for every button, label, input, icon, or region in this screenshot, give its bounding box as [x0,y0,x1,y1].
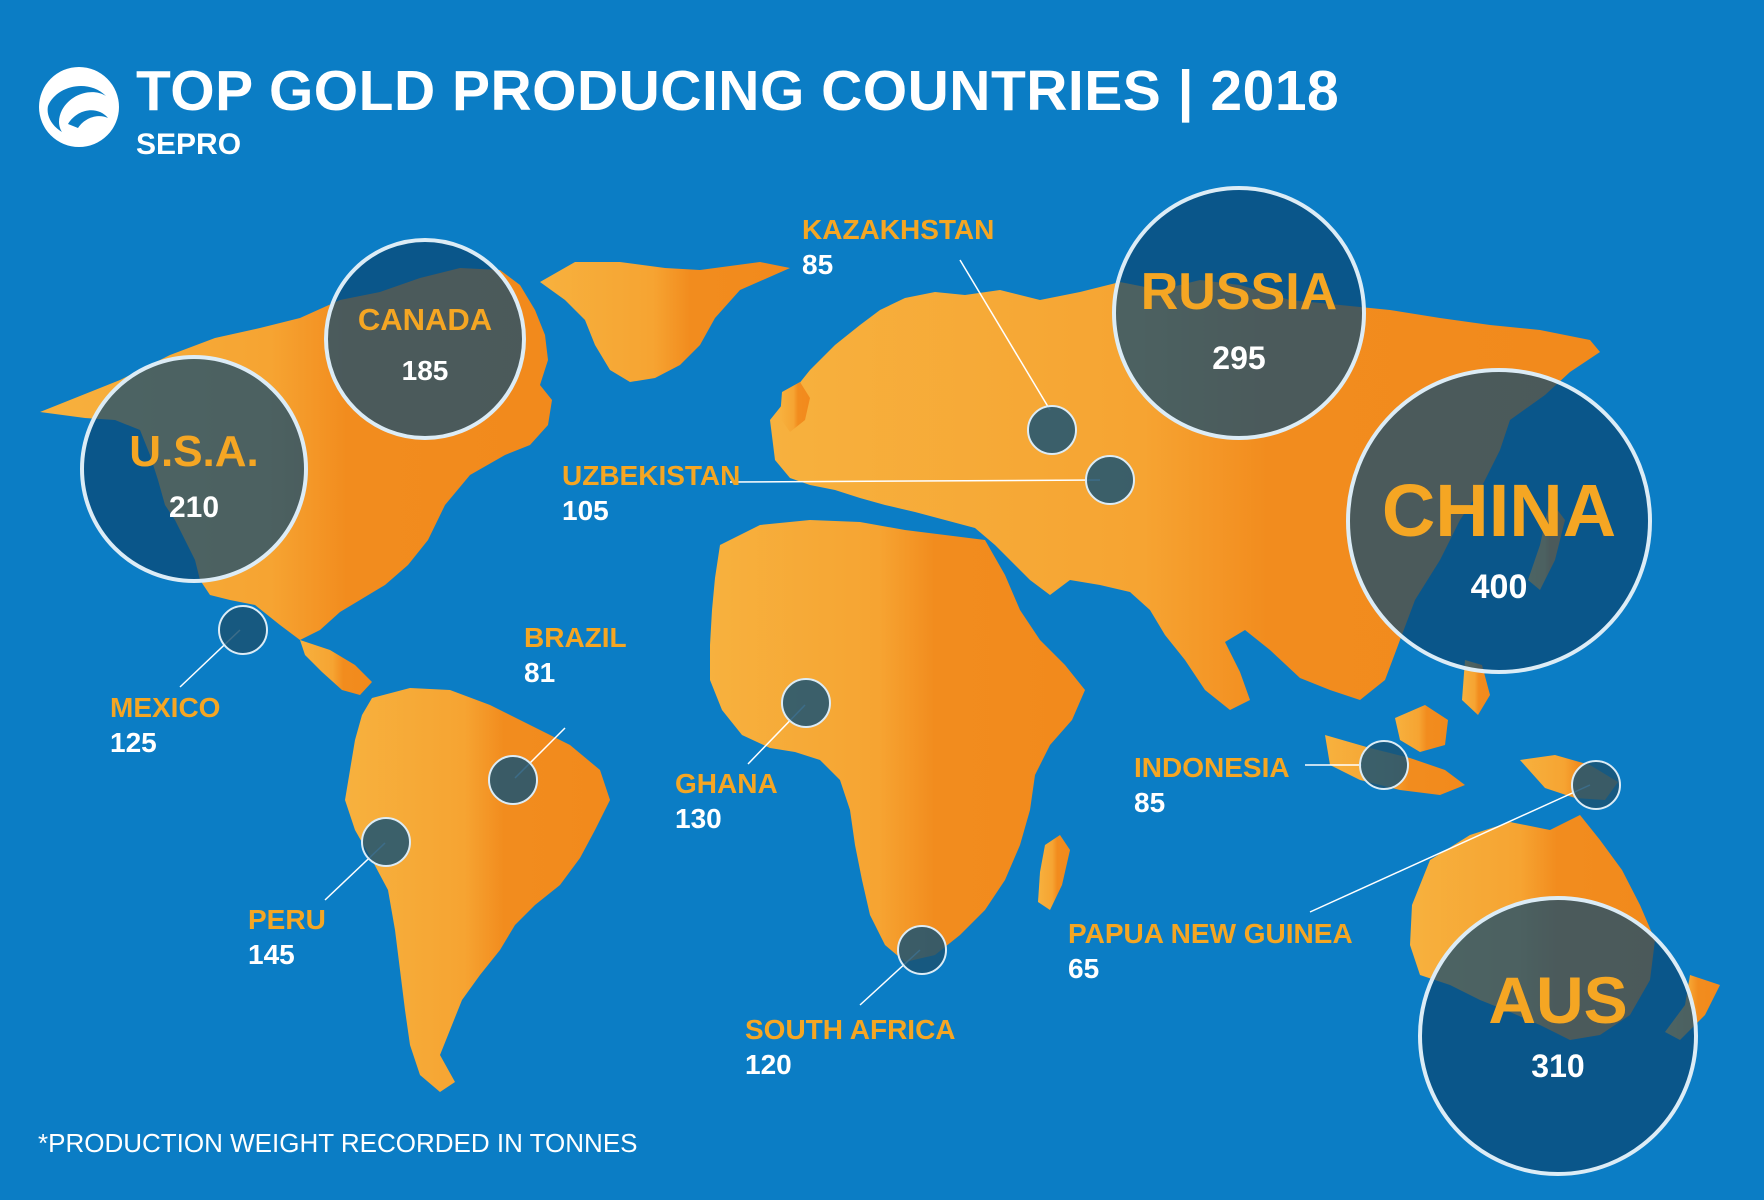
page-subtitle: SEPRO [136,128,242,161]
ghana-value: 130 [675,803,722,834]
central-america-landmass [300,640,372,695]
papua-new-guinea-label: PAPUA NEW GUINEA 65 [1068,916,1353,986]
australia-value: 310 [1531,1048,1585,1084]
canada-circle: CANADA 185 [324,238,526,440]
british-isles-landmass [780,382,810,432]
usa-circle: U.S.A. 210 [80,355,308,583]
mexico-name: MEXICO [110,692,221,723]
south-america-landmass [345,688,610,1092]
uzbekistan-label: UZBEKISTAN 105 [562,458,740,528]
australia-circle: AUS 310 [1418,896,1698,1176]
uzbekistan-value: 105 [562,495,609,526]
indonesia-value: 85 [1134,787,1166,818]
kazakhstan-name: KAZAKHSTAN [802,214,995,245]
uzbekistan-leader-line [729,479,1101,483]
brazil-label: BRAZIL 81 [524,620,627,690]
africa-landmass [710,520,1085,962]
indonesia-label: INDONESIA 85 [1134,750,1290,820]
png-leader-line [1309,784,1591,913]
china-circle: CHINA 400 [1346,368,1652,674]
indonesia-name: INDONESIA [1134,752,1290,783]
russia-name: RUSSIA [1140,263,1338,321]
page-title: TOP GOLD PRODUCING COUNTRIES | 2018 [136,59,1340,123]
canada-name: CANADA [357,302,493,337]
ghana-marker [781,678,831,728]
footnote: *PRODUCTION WEIGHT RECORDED IN TONNES [38,1128,638,1158]
indonesia-marker [1359,740,1409,790]
peru-label: PERU 145 [248,902,326,972]
australia-name: AUS [1488,963,1628,1037]
usa-value: 210 [168,491,220,524]
south-africa-label: SOUTH AFRICA 120 [745,1012,956,1082]
kazakhstan-marker [1027,405,1077,455]
madagascar-landmass [1038,835,1070,910]
mexico-label: MEXICO 125 [110,690,220,760]
south-africa-marker [897,925,947,975]
mexico-value: 125 [110,727,157,758]
peru-name: PERU [248,904,326,935]
brazil-name: BRAZIL [524,622,627,653]
china-name: CHINA [1381,469,1617,552]
papua-new-guinea-name: PAPUA NEW GUINEA [1068,918,1353,949]
mexico-marker [218,605,268,655]
uzbekistan-name: UZBEKISTAN [562,460,741,491]
peru-value: 145 [248,939,295,970]
papua-new-guinea-value: 65 [1068,953,1100,984]
greenland-landmass [540,262,790,382]
south-africa-value: 120 [745,1049,792,1080]
china-value: 400 [1470,568,1528,606]
peru-marker [361,817,411,867]
sepro-logo-icon [39,67,119,147]
russia-value: 295 [1212,340,1266,376]
brazil-marker [488,755,538,805]
ghana-label: GHANA 130 [675,766,778,836]
usa-name: U.S.A. [129,427,259,476]
uzbekistan-marker [1085,455,1135,505]
borneo-landmass [1395,705,1448,752]
kazakhstan-leader-line [959,259,1051,411]
south-africa-name: SOUTH AFRICA [745,1014,956,1045]
kazakhstan-value: 85 [802,249,834,280]
brazil-value: 81 [524,657,556,688]
small-markers [218,405,1621,975]
canada-value: 185 [401,355,449,386]
russia-circle: RUSSIA 295 [1112,186,1366,440]
philippines-landmass [1462,660,1490,715]
ghana-name: GHANA [675,768,778,799]
png-marker [1571,760,1621,810]
kazakhstan-label: KAZAKHSTAN 85 [802,212,994,282]
